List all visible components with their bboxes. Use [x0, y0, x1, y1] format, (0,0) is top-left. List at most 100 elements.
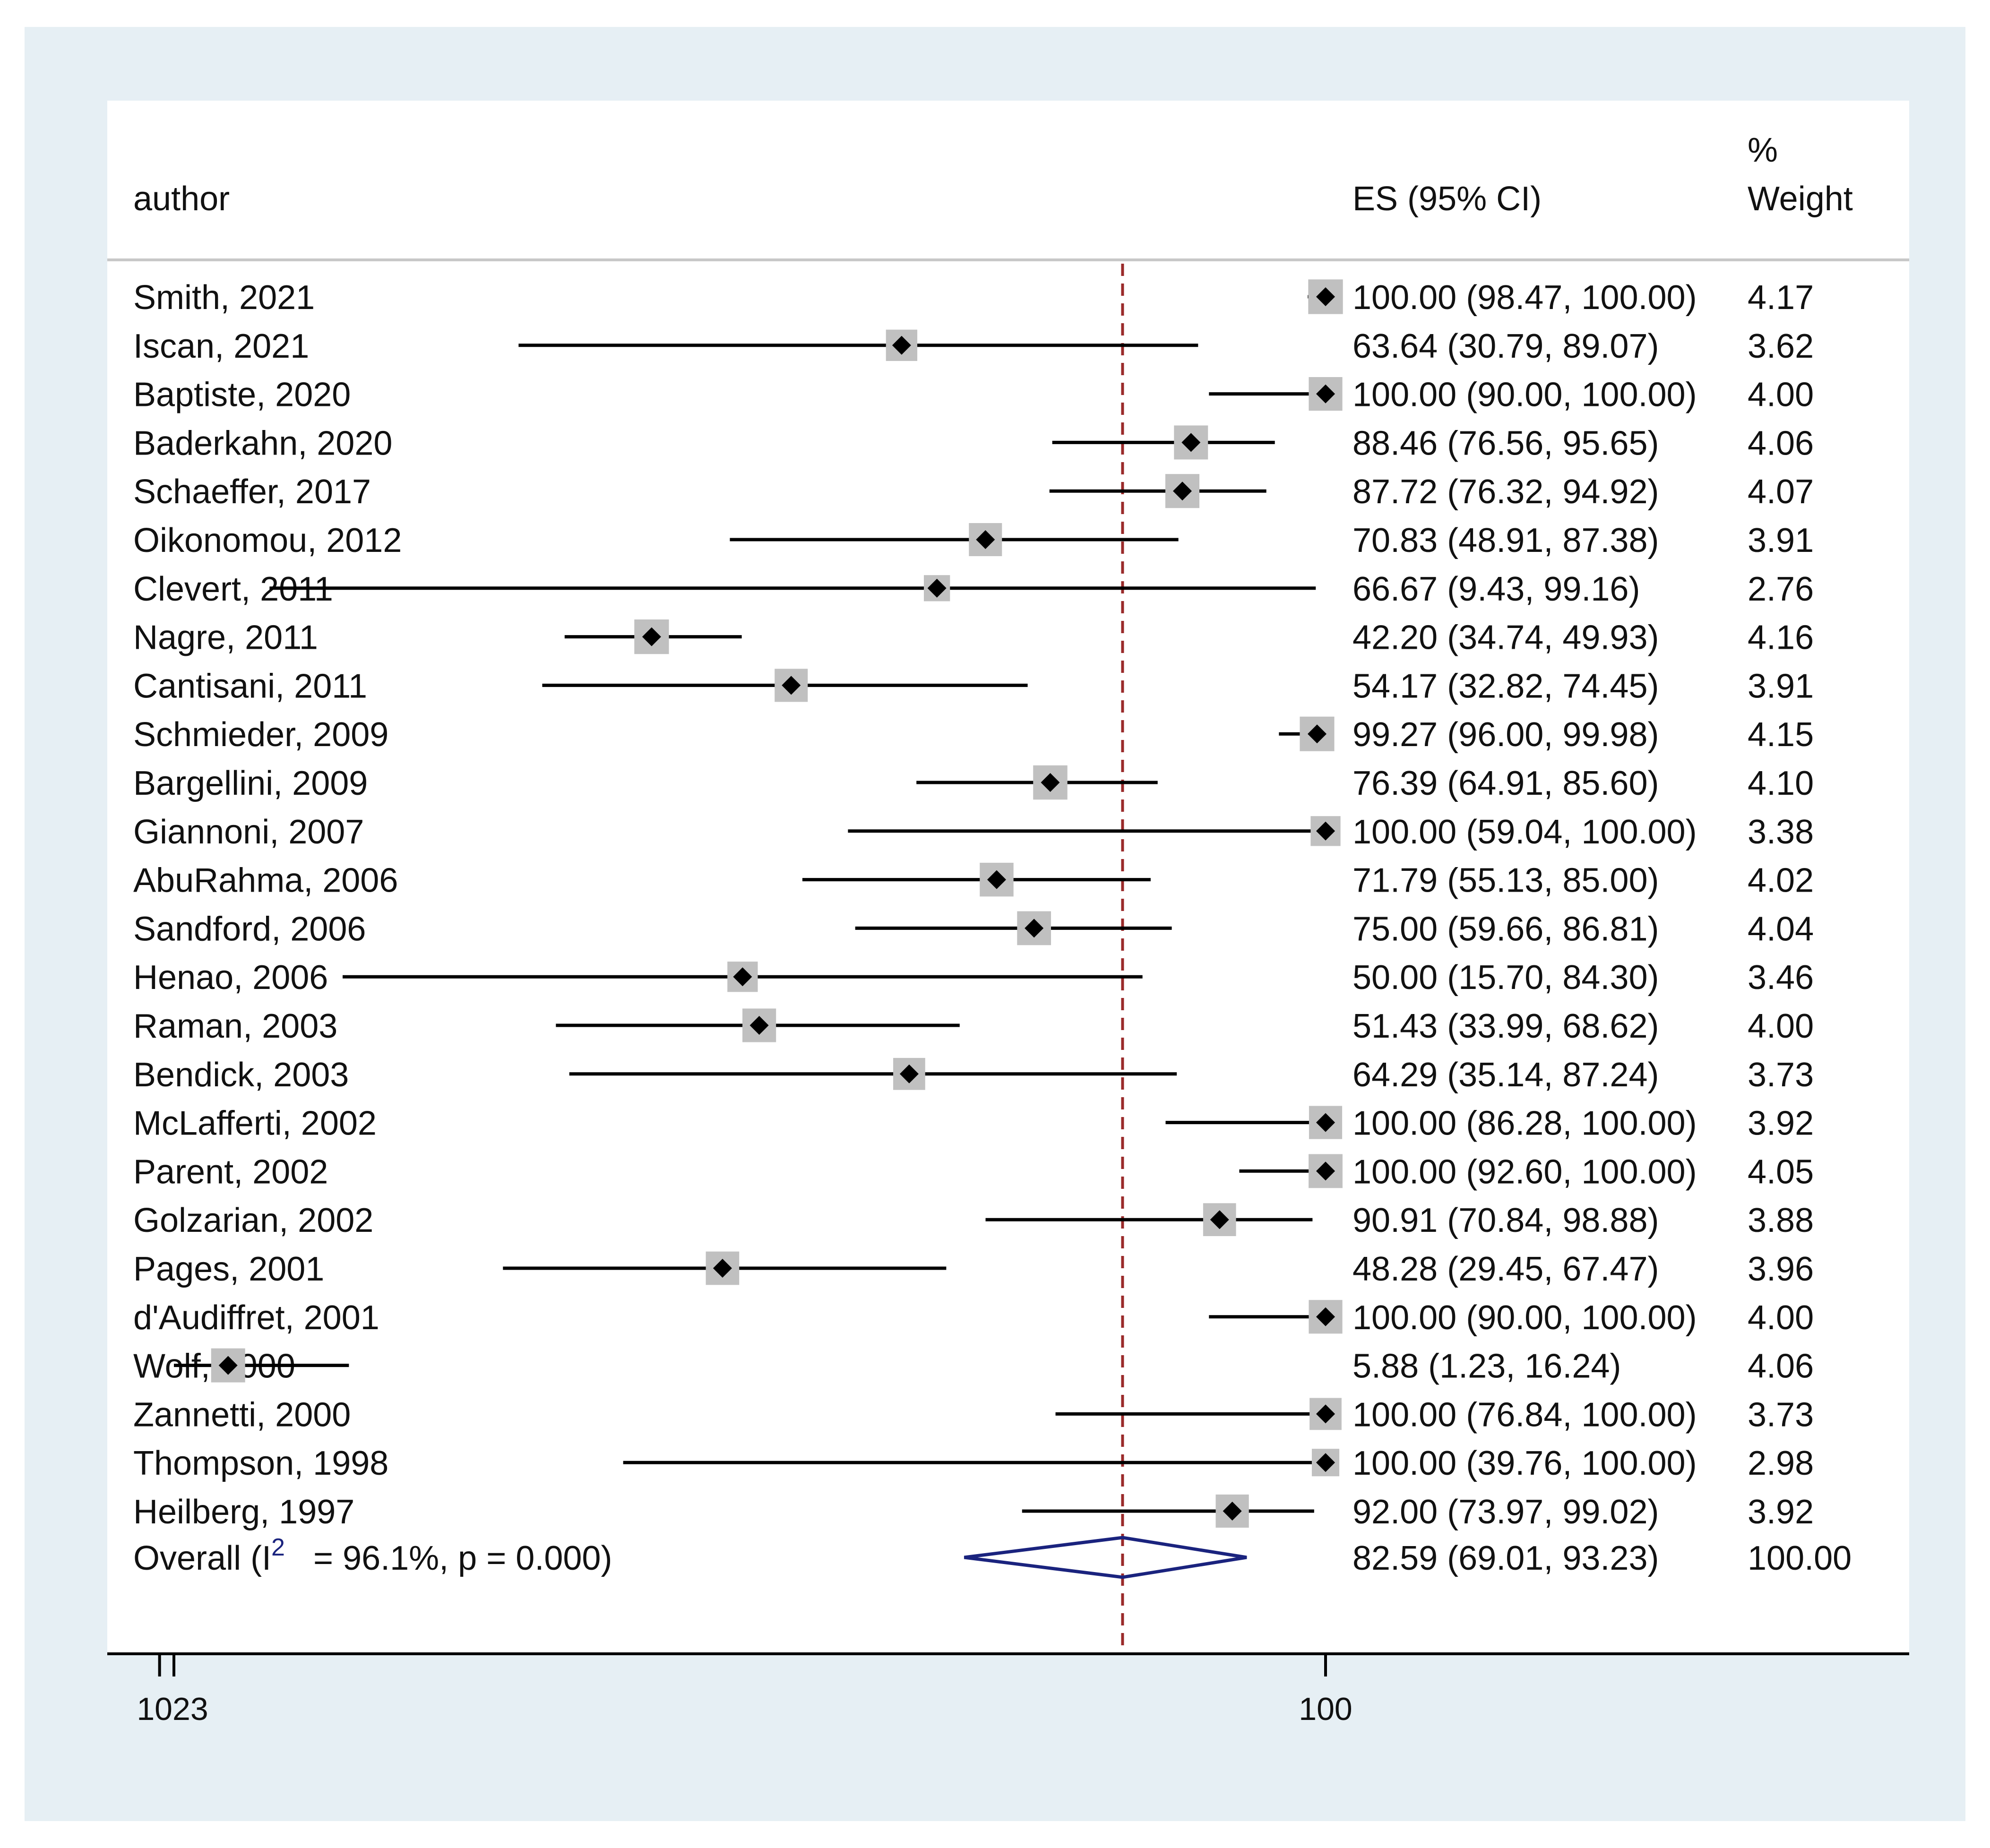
- study-row: AbuRahma, 2006 71.79 (55.13, 85.00) 4.02: [133, 862, 1814, 900]
- study-row: Baptiste, 2020 100.00 (90.00, 100.00) 4.00: [133, 376, 1814, 414]
- point-estimate: [976, 530, 995, 549]
- overall-ci-label: 82.59 (69.01, 93.23): [1353, 1539, 1659, 1577]
- study-es-ci: 100.00 (59.04, 100.00): [1353, 813, 1697, 851]
- overall-label: Overall (I2 = 96.1%, p = 0.000): [133, 1534, 612, 1577]
- point-estimate: [218, 1356, 238, 1375]
- study-author: Nagre, 2011: [133, 619, 318, 657]
- study-author: Parent, 2002: [133, 1153, 328, 1191]
- header-weight: Weight: [1748, 180, 1853, 218]
- study-author: Bendick, 2003: [133, 1056, 349, 1094]
- study-es-ci: 100.00 (39.76, 100.00): [1353, 1444, 1697, 1482]
- point-estimate: [1316, 1453, 1335, 1472]
- study-row: Raman, 2003 51.43 (33.99, 68.62) 4.00: [133, 1007, 1814, 1045]
- study-weight: 4.07: [1748, 473, 1814, 511]
- study-author: Baderkahn, 2020: [133, 424, 392, 462]
- study-row: Wolf, 2000 5.88 (1.23, 16.24) 4.06: [133, 1348, 1814, 1385]
- study-row: Cantisani, 2011 54.17 (32.82, 74.45) 3.91: [133, 667, 1814, 705]
- study-es-ci: 100.00 (90.00, 100.00): [1353, 376, 1697, 414]
- study-es-ci: 63.64 (30.79, 89.07): [1353, 327, 1659, 365]
- study-weight: 4.15: [1748, 716, 1814, 754]
- study-weight: 4.17: [1748, 279, 1814, 317]
- study-es-ci: 76.39 (64.91, 85.60): [1353, 765, 1659, 802]
- overall-label-suffix: = 96.1%, p = 0.000): [304, 1539, 612, 1577]
- study-row: Parent, 2002 100.00 (92.60, 100.00) 4.05: [133, 1153, 1814, 1191]
- study-es-ci: 100.00 (86.28, 100.00): [1353, 1105, 1697, 1143]
- header-author: author: [133, 180, 230, 218]
- study-author: Golzarian, 2002: [133, 1202, 373, 1239]
- study-weight: 4.04: [1748, 910, 1814, 948]
- study-weight: 3.92: [1748, 1105, 1814, 1143]
- point-estimate: [1181, 433, 1201, 452]
- study-author: d'Audiffret, 2001: [133, 1299, 379, 1337]
- study-author: Giannoni, 2007: [133, 813, 364, 851]
- study-author: Henao, 2006: [133, 959, 328, 997]
- point-estimate: [899, 1064, 919, 1083]
- study-es-ci: 90.91 (70.84, 98.88): [1353, 1202, 1659, 1239]
- study-row: McLafferti, 2002 100.00 (86.28, 100.00) 3.…: [133, 1105, 1814, 1143]
- study-row: Thompson, 1998 100.00 (39.76, 100.00) 2.98: [133, 1444, 1814, 1482]
- study-row: Baderkahn, 2020 88.46 (76.56, 95.65) 4.06: [133, 424, 1814, 462]
- study-es-ci: 100.00 (98.47, 100.00): [1353, 279, 1697, 317]
- study-es-ci: 92.00 (73.97, 99.02): [1353, 1493, 1659, 1531]
- point-estimate: [1316, 384, 1335, 404]
- overall-diamond: [964, 1536, 1247, 1579]
- point-estimate: [749, 1016, 769, 1035]
- study-author: Smith, 2021: [133, 279, 315, 317]
- point-estimate: [1025, 919, 1044, 938]
- study-weight: 4.00: [1748, 1299, 1814, 1337]
- study-author: AbuRahma, 2006: [133, 862, 398, 900]
- study-row: Giannoni, 2007 100.00 (59.04, 100.00) 3.38: [133, 813, 1814, 851]
- study-es-ci: 50.00 (15.70, 84.30): [1353, 959, 1659, 997]
- study-rows: Smith, 2021 100.00 (98.47, 100.00) 4.17 Isc…: [133, 264, 1814, 1654]
- study-row: Pages, 2001 48.28 (29.45, 67.47) 3.96: [133, 1250, 1814, 1288]
- study-es-ci: 88.46 (76.56, 95.65): [1353, 424, 1659, 462]
- point-estimate: [1316, 1113, 1335, 1132]
- study-row: Zannetti, 2000 100.00 (76.84, 100.00) 3.73: [133, 1396, 1814, 1434]
- study-row: Smith, 2021 100.00 (98.47, 100.00) 4.17: [133, 279, 1814, 317]
- study-row: Iscan, 2021 63.64 (30.79, 89.07) 3.62: [133, 327, 1814, 365]
- study-weight: 4.02: [1748, 862, 1814, 900]
- study-author: Schmieder, 2009: [133, 716, 388, 754]
- study-author: Oikonomou, 2012: [133, 522, 402, 559]
- study-weight: 3.38: [1748, 813, 1814, 851]
- study-es-ci: 71.79 (55.13, 85.00): [1353, 862, 1659, 900]
- study-es-ci: 87.72 (76.32, 94.92): [1353, 473, 1659, 511]
- point-estimate: [1316, 821, 1335, 841]
- study-weight: 3.62: [1748, 327, 1814, 365]
- study-es-ci: 70.83 (48.91, 87.38): [1353, 522, 1659, 559]
- study-es-ci: 54.17 (32.82, 74.45): [1353, 667, 1659, 705]
- study-weight: 3.88: [1748, 1202, 1814, 1239]
- study-weight: 4.00: [1748, 376, 1814, 414]
- study-weight: 3.96: [1748, 1250, 1814, 1288]
- study-weight: 3.73: [1748, 1056, 1814, 1094]
- point-estimate: [1316, 287, 1335, 306]
- study-weight: 4.10: [1748, 765, 1814, 802]
- study-author: McLafferti, 2002: [133, 1105, 377, 1143]
- point-estimate: [892, 335, 911, 355]
- point-estimate: [1307, 724, 1327, 744]
- point-estimate: [642, 627, 661, 646]
- point-estimate: [927, 578, 947, 598]
- study-author: Cantisani, 2011: [133, 667, 367, 705]
- study-es-ci: 75.00 (59.66, 86.81): [1353, 910, 1659, 948]
- overall-weight: 100.00: [1748, 1539, 1852, 1577]
- study-author: Sandford, 2006: [133, 910, 366, 948]
- study-row: Heilberg, 1997 92.00 (73.97, 99.02) 3.92: [133, 1493, 1814, 1531]
- point-estimate: [1316, 1307, 1335, 1326]
- study-row: Henao, 2006 50.00 (15.70, 84.30) 3.46: [133, 959, 1814, 997]
- study-weight: 2.76: [1748, 570, 1814, 608]
- study-weight: 3.91: [1748, 667, 1814, 705]
- study-es-ci: 48.28 (29.45, 67.47): [1353, 1250, 1659, 1288]
- study-weight: 4.06: [1748, 1348, 1814, 1385]
- point-estimate: [1210, 1210, 1229, 1229]
- study-author: Pages, 2001: [133, 1250, 324, 1288]
- header-weight-percent: %: [1748, 131, 1778, 169]
- point-estimate: [1316, 1404, 1335, 1424]
- point-estimate: [782, 676, 801, 695]
- study-author: Schaeffer, 2017: [133, 473, 371, 511]
- study-weight: 4.06: [1748, 424, 1814, 462]
- study-es-ci: 51.43 (33.99, 68.62): [1353, 1007, 1659, 1045]
- study-row: Bargellini, 2009 76.39 (64.91, 85.60) 4.10: [133, 765, 1814, 802]
